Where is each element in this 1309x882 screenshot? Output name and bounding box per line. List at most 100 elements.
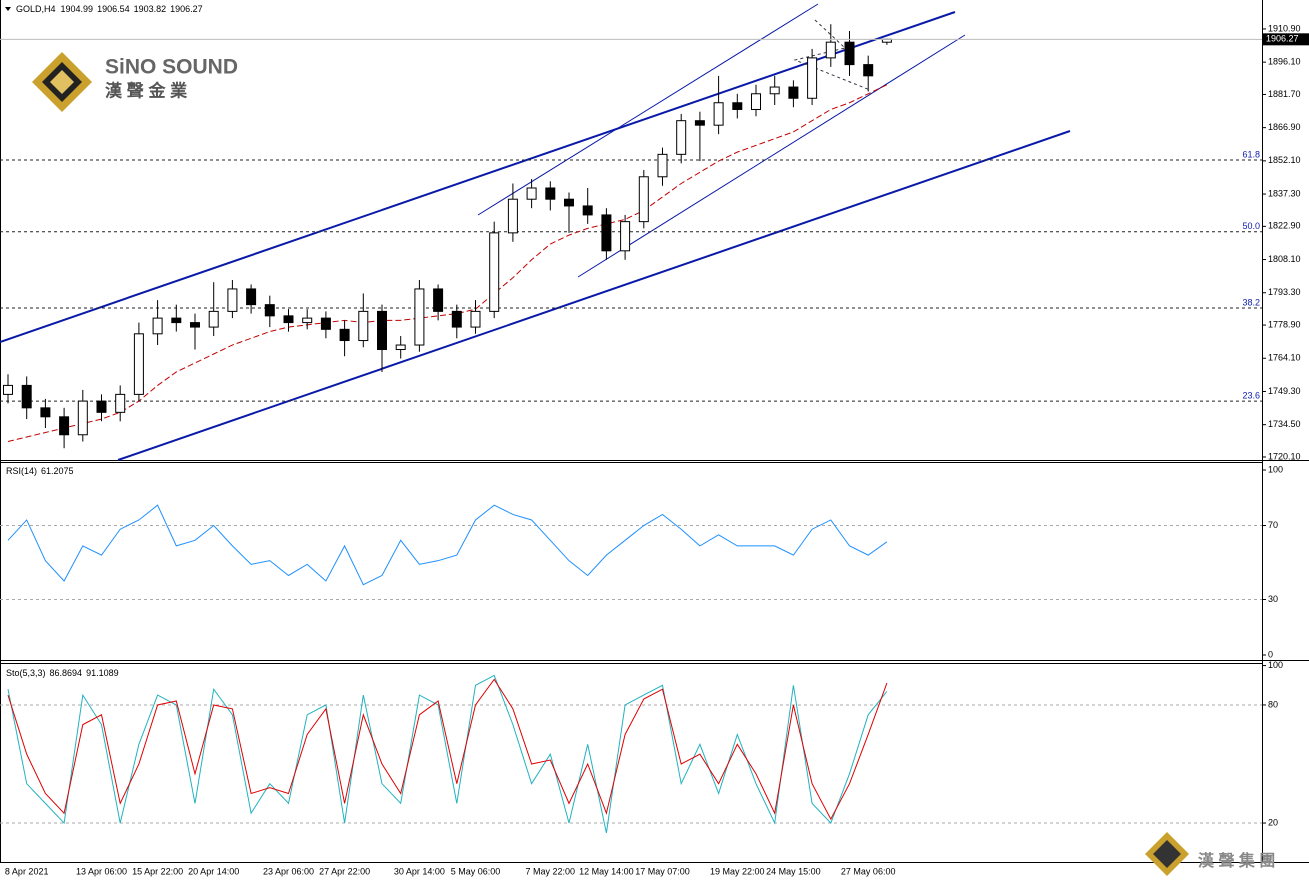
footer-logo: 漢 聲 集 團 xyxy=(1145,832,1275,876)
open: 1904.99 xyxy=(61,4,94,14)
y-tick-label: 1808.10 xyxy=(1268,254,1301,264)
symbol-header: GOLD,H4 1904.99 1906.54 1903.82 1906.27 xyxy=(16,4,203,14)
y-tick-label: 100 xyxy=(1268,660,1283,670)
x-tick-label: 23 Apr 06:00 xyxy=(263,866,314,876)
rsi-header: RSI(14) 61.2075 xyxy=(6,466,74,476)
candle-body xyxy=(526,187,537,200)
candle-body xyxy=(96,400,107,413)
pane-borders xyxy=(0,0,1309,863)
close: 1906.27 xyxy=(170,4,203,14)
candle-body xyxy=(395,344,406,351)
fib-label: 23.6 xyxy=(1242,390,1260,400)
brand: SiNO SOUND xyxy=(105,56,238,79)
y-tick-label: 1793.30 xyxy=(1268,287,1301,297)
y-tick-label: 1910.90 xyxy=(1268,23,1301,33)
low: 1903.82 xyxy=(134,4,167,14)
candle-body xyxy=(152,317,163,335)
y-tick-label: 100 xyxy=(1268,464,1283,474)
candle-body xyxy=(283,315,294,324)
y-tick-label: 1720.10 xyxy=(1268,451,1301,461)
menu-arrow xyxy=(5,7,11,11)
candle-body xyxy=(564,198,574,207)
y-tick-label: 30 xyxy=(1268,594,1278,604)
candle-body xyxy=(676,120,687,155)
candle-body xyxy=(190,322,200,328)
candle-body xyxy=(21,384,32,409)
candle-body xyxy=(582,205,593,216)
y-tick-label: 20 xyxy=(1268,817,1278,827)
candle-body xyxy=(507,198,518,234)
candle-body xyxy=(414,288,425,346)
candle-body xyxy=(545,187,556,200)
candle-body xyxy=(732,102,743,110)
x-tick-label: 20 Apr 14:00 xyxy=(188,866,239,876)
candle-body xyxy=(358,310,369,342)
footer-brand: 漢 聲 集 團 xyxy=(1198,851,1275,870)
candle-body xyxy=(638,176,649,223)
y-tick-label: 1837.30 xyxy=(1268,188,1301,198)
candle-body xyxy=(320,317,331,330)
high: 1906.54 xyxy=(97,4,130,14)
candle-body xyxy=(657,153,668,178)
y-tick-label: 1764.10 xyxy=(1268,353,1301,363)
candle-body xyxy=(825,41,836,59)
symbol: GOLD,H4 xyxy=(16,4,56,14)
candle-body xyxy=(3,384,13,395)
candle-body xyxy=(59,416,70,436)
candle-body xyxy=(264,304,275,317)
candle-body xyxy=(863,64,874,77)
candle-body xyxy=(620,221,631,252)
candle-body xyxy=(377,310,387,351)
candle-body xyxy=(133,333,144,395)
candle-body xyxy=(751,93,761,110)
candle-body xyxy=(451,310,462,328)
brand-cn: 漢 聲 金 業 xyxy=(105,80,187,100)
candle-body xyxy=(171,317,182,324)
logo: SiNO SOUND 漢 聲 金 業 xyxy=(32,52,238,112)
y-tick-label: 1749.30 xyxy=(1268,386,1301,396)
x-tick-label: 27 May 06:00 xyxy=(841,866,896,876)
candle-body xyxy=(339,328,350,342)
y-tick-label: 80 xyxy=(1268,699,1278,709)
candle-body xyxy=(694,120,705,126)
fib-label: 50.0 xyxy=(1242,221,1260,231)
sto-signal: 91.1089 xyxy=(86,668,119,678)
candle-body xyxy=(40,407,51,418)
candle-body xyxy=(844,41,855,66)
indicator-line xyxy=(7,674,888,833)
x-tick-label: 30 Apr 14:00 xyxy=(394,866,445,876)
y-tick-label: 1881.70 xyxy=(1268,89,1301,99)
x-tick-label: 13 Apr 06:00 xyxy=(76,866,127,876)
moving-average xyxy=(7,84,888,442)
candle-body xyxy=(433,288,444,312)
candle-body xyxy=(246,288,257,306)
candle-body xyxy=(302,317,313,324)
indicator-line xyxy=(7,678,888,821)
candle-body xyxy=(807,57,818,99)
sto-header: Sto(5,3,3) 86.8694 91.1089 xyxy=(6,668,119,678)
x-tick-label: 5 May 06:00 xyxy=(451,866,501,876)
y-tick-label: 0 xyxy=(1268,649,1273,659)
rsi-name: RSI(14) xyxy=(6,466,37,476)
sto-name: Sto(5,3,3) xyxy=(6,668,46,678)
y-tick-label: 1866.90 xyxy=(1268,122,1301,132)
fib-label: 38.2 xyxy=(1242,297,1260,307)
x-tick-label: 24 May 15:00 xyxy=(766,866,821,876)
price-tag xyxy=(1263,33,1309,46)
indicator-line xyxy=(7,504,888,586)
y-tick-label: 70 xyxy=(1268,520,1278,530)
candle-body xyxy=(601,214,612,252)
candle-body xyxy=(769,86,780,95)
candle-body xyxy=(115,393,126,413)
candle-body xyxy=(208,310,219,328)
x-tick-label: 17 May 07:00 xyxy=(635,866,690,876)
x-tick-label: 8 Apr 2021 xyxy=(5,866,49,876)
y-tick-label: 1822.90 xyxy=(1268,221,1301,231)
candle-body xyxy=(788,86,799,99)
y-tick-label: 1778.90 xyxy=(1268,319,1301,329)
y-tick-label: 1896.10 xyxy=(1268,57,1301,67)
x-tick-label: 15 Apr 22:00 xyxy=(132,866,183,876)
candle-body xyxy=(77,400,88,436)
candle-body xyxy=(713,102,724,126)
